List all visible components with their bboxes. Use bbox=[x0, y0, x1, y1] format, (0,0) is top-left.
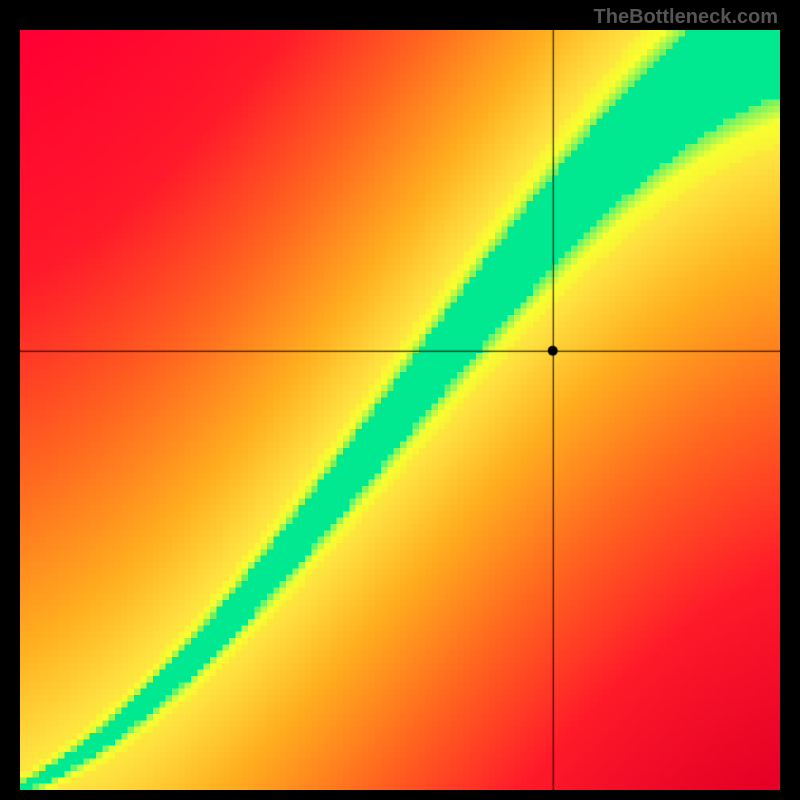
watermark-label: TheBottleneck.com bbox=[594, 6, 778, 29]
chart-container: TheBottleneck.com bbox=[0, 0, 800, 800]
bottleneck-heatmap bbox=[20, 30, 780, 790]
